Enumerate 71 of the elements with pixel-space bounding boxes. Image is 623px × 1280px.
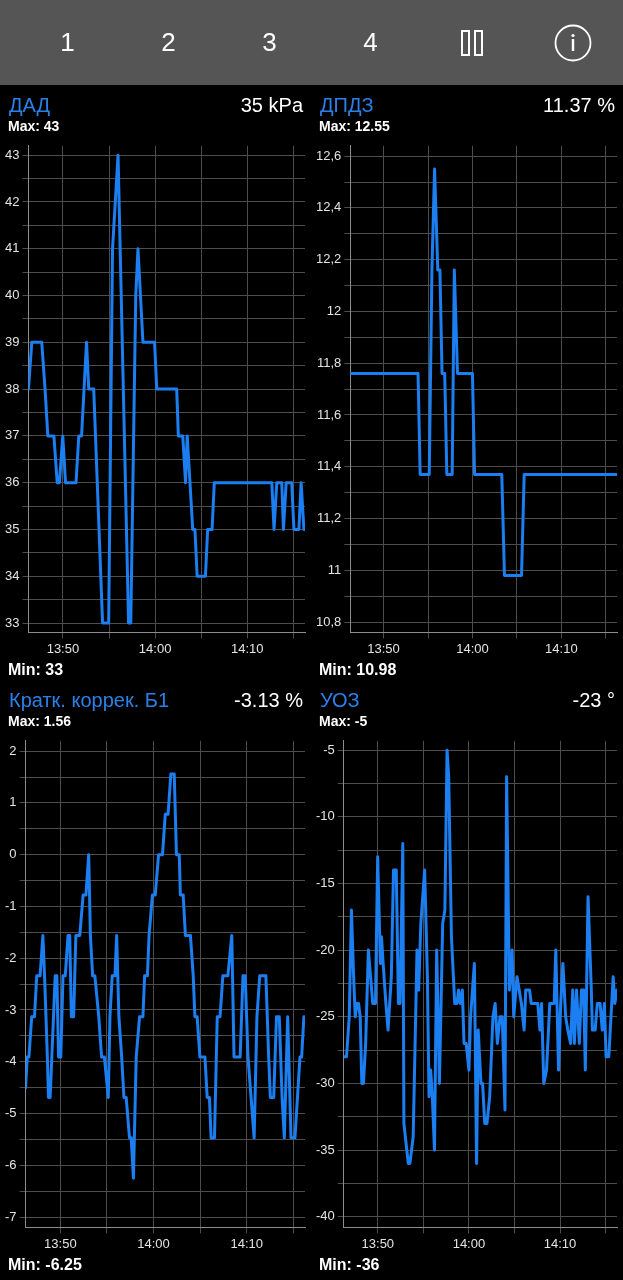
y-tick-label: -7 <box>5 1208 17 1224</box>
x-tick-label: 14:10 <box>231 640 264 656</box>
x-tick-label: 14:00 <box>138 640 172 656</box>
y-tick-label: 1 <box>9 794 17 810</box>
y-tick-label: 12 <box>326 303 342 319</box>
x-tick-label: 14:00 <box>137 1235 170 1251</box>
y-tick-label: 37 <box>4 427 20 443</box>
chart-title: ДПДЗ <box>320 93 374 117</box>
text: Min: -36 <box>319 1256 380 1273</box>
x-tick-label: 13:50 <box>367 640 400 656</box>
y-tick-label: 11,6 <box>316 406 342 422</box>
chart-subtitle: 11.37 % <box>543 93 615 117</box>
y-tick-label: 38 <box>4 380 20 396</box>
y-tick-label: -6 <box>5 1156 17 1172</box>
text: Max: -5 <box>319 713 368 729</box>
x-tick-label: 14:00 <box>456 640 489 656</box>
x-tick-label: 13:50 <box>46 640 80 656</box>
y-tick-label: 0 <box>9 846 17 862</box>
chart-title: УОЗ <box>320 688 360 712</box>
chart-title: ДАД <box>9 93 51 117</box>
y-tick-label: -2 <box>5 949 17 965</box>
y-tick-label: 11 <box>327 561 342 577</box>
y-tick-label: -25 <box>315 1008 335 1024</box>
y-tick-label: 10,8 <box>315 613 342 629</box>
y-tick-label: -15 <box>315 875 335 891</box>
text: Max: 1.56 <box>8 713 72 729</box>
y-tick-label: -4 <box>5 1053 17 1069</box>
y-tick-label: -5 <box>5 1105 17 1121</box>
y-tick-label: 11,2 <box>316 510 342 526</box>
text: Min: 10.98 <box>319 661 397 678</box>
y-tick-label: -5 <box>323 741 335 757</box>
x-tick-label: 14:10 <box>543 1235 577 1251</box>
y-tick-label: 11,4 <box>316 458 342 474</box>
y-tick-label: 36 <box>4 474 20 490</box>
y-tick-label: 39 <box>4 333 20 349</box>
text: Max: 43 <box>8 118 60 134</box>
y-tick-label: 43 <box>4 146 20 162</box>
y-tick-label: -30 <box>315 1075 335 1090</box>
y-tick-label: 11,8 <box>316 354 342 370</box>
y-tick-label: 12,2 <box>315 251 342 267</box>
y-tick-label: 33 <box>4 614 20 630</box>
x-tick-label: 14:10 <box>230 1235 263 1251</box>
y-tick-label: -20 <box>315 941 335 957</box>
x-tick-label: 14:00 <box>452 1235 486 1251</box>
text: Min: -6.25 <box>8 1256 82 1273</box>
y-tick-label: 34 <box>4 567 20 583</box>
y-tick-label: 41 <box>4 240 20 256</box>
chart-title: Кратк. коррек. Б1 <box>9 688 170 712</box>
text: 4 <box>363 27 378 58</box>
chart-subtitle: 35 kPa <box>240 93 303 117</box>
y-tick-label: -3 <box>5 1001 17 1017</box>
x-tick-label: 13:50 <box>44 1235 77 1251</box>
text: Min: 33 <box>8 661 64 678</box>
y-tick-label: 42 <box>4 193 20 209</box>
y-tick-label: 12,6 <box>315 147 342 163</box>
y-tick-label: 2 <box>9 742 17 758</box>
y-tick-label: 35 <box>4 521 20 537</box>
chart-subtitle: -23 ° <box>572 688 615 712</box>
y-tick-label: -1 <box>5 898 17 914</box>
text: 2 <box>161 27 176 58</box>
text: 1 <box>60 27 75 58</box>
x-tick-label: 14:10 <box>545 640 578 656</box>
y-tick-label: 40 <box>4 287 20 303</box>
y-tick-label: -35 <box>315 1141 335 1157</box>
y-tick-label: -10 <box>315 808 335 824</box>
chart-subtitle: -3.13 % <box>234 688 303 712</box>
x-tick-label: 13:50 <box>361 1235 395 1251</box>
y-tick-label: 12,4 <box>315 199 342 215</box>
text: Max: 12.55 <box>319 118 390 134</box>
text: 3 <box>262 27 277 58</box>
y-tick-label: -40 <box>315 1208 335 1224</box>
